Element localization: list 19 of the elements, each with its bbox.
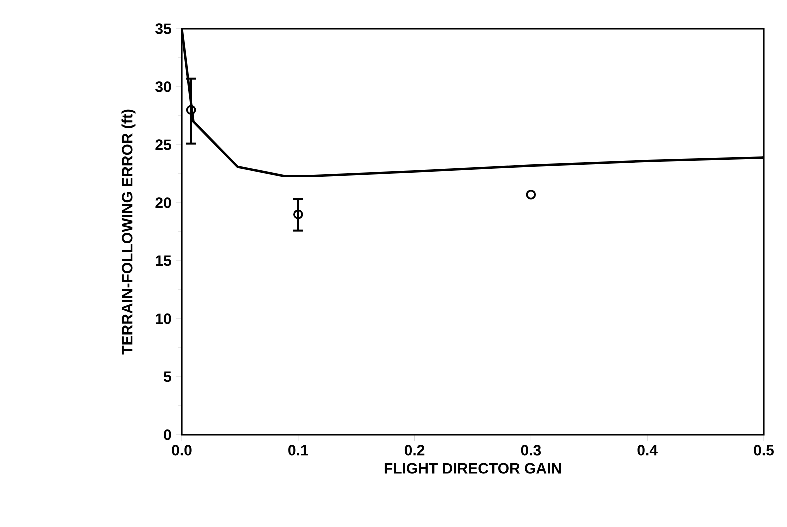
y-tick-label: 5 (164, 372, 172, 382)
y-tick-label: 35 (156, 24, 172, 34)
y-tick-label: 20 (156, 198, 172, 208)
x-axis-title: FLIGHT DIRECTOR GAIN (384, 463, 562, 474)
y-tick-label: 25 (156, 140, 172, 150)
x-tick-label: 0.1 (288, 445, 308, 456)
point (186, 105, 196, 116)
y-tick-label: 15 (156, 256, 172, 266)
y-tick-label: 30 (156, 82, 172, 92)
x-tick-label: 0.2 (404, 445, 425, 456)
point (294, 210, 304, 220)
x-tick-label: 0.5 (754, 445, 774, 456)
x-tick-label: 0.4 (638, 445, 658, 456)
y-tick-label: 0 (164, 430, 172, 440)
x-tick-label: 0.3 (521, 445, 542, 456)
point (526, 190, 536, 200)
x-tick-label: 0.0 (172, 445, 192, 456)
y-axis-title: TERRAIN-FOLLOWING ERROR (ft) (122, 110, 136, 355)
y-tick-label: 10 (156, 314, 172, 324)
